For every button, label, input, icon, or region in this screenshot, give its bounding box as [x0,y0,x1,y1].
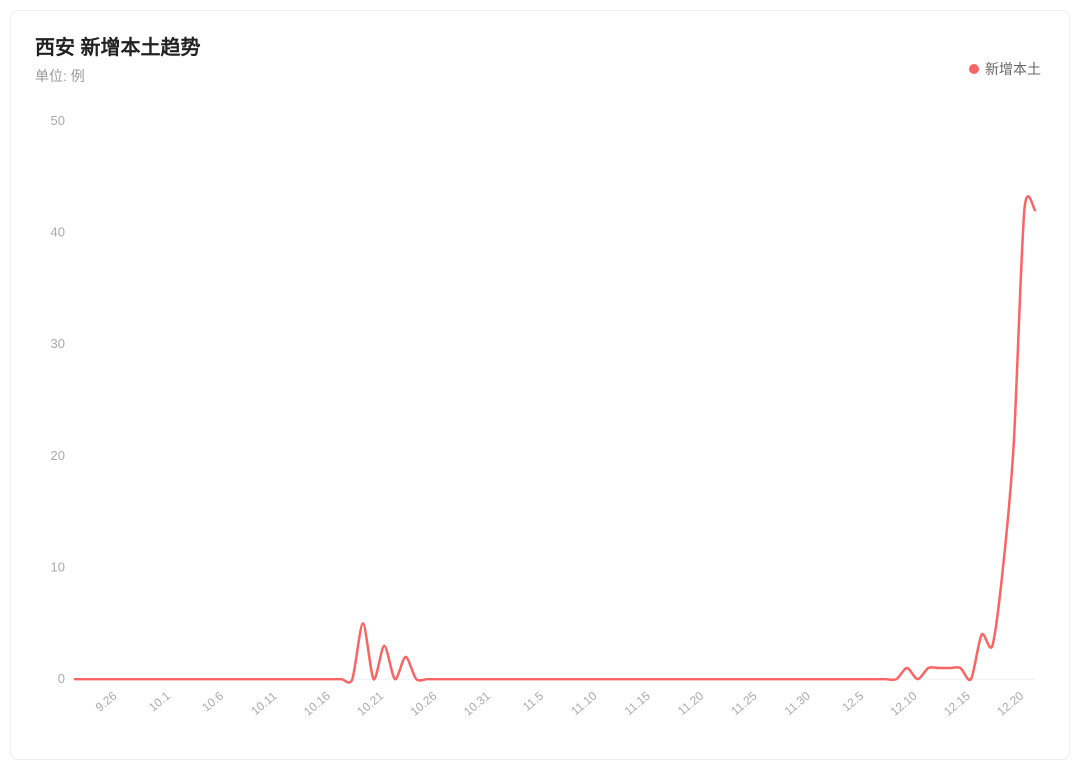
svg-text:10.31: 10.31 [461,688,493,718]
svg-text:11.15: 11.15 [622,688,654,718]
svg-text:11.25: 11.25 [728,688,760,718]
svg-text:9.26: 9.26 [93,688,120,714]
chart-area: 0 10 20 30 40 50 9.26 10.1 10.6 10.11 10.16 10.21 10… [35,101,1045,739]
chart-card: 西安 新增本土趋势 单位: 例 新增本土 0 10 20 30 40 50 9.26 10.1… [10,10,1070,760]
svg-text:10.16: 10.16 [301,688,333,718]
svg-text:10: 10 [51,560,65,575]
svg-text:12.10: 12.10 [888,688,920,718]
legend-label: 新增本土 [985,59,1041,79]
svg-text:12.20: 12.20 [994,688,1026,718]
svg-text:10.21: 10.21 [354,688,386,718]
svg-text:11.30: 11.30 [782,688,814,718]
svg-text:10.6: 10.6 [199,688,226,714]
svg-text:0: 0 [58,671,65,686]
chart-title: 西安 新增本土趋势 [35,31,1045,60]
legend-dot-icon [969,64,979,74]
svg-text:10.26: 10.26 [408,688,440,718]
svg-text:20: 20 [51,448,65,463]
svg-text:30: 30 [51,336,65,351]
svg-text:12.15: 12.15 [941,688,973,718]
svg-text:10.1: 10.1 [146,688,173,714]
svg-text:11.5: 11.5 [520,688,546,713]
svg-text:12.5: 12.5 [839,688,866,714]
chart-subtitle: 单位: 例 [35,66,1045,86]
svg-text:10.11: 10.11 [248,688,280,718]
chart-legend: 新增本土 [969,59,1041,79]
svg-text:11.10: 11.10 [568,688,600,718]
svg-text:50: 50 [51,113,65,128]
svg-text:40: 40 [51,225,65,240]
svg-text:11.20: 11.20 [675,688,707,718]
line-chart-svg: 0 10 20 30 40 50 9.26 10.1 10.6 10.11 10.16 10.21 10… [35,101,1045,739]
